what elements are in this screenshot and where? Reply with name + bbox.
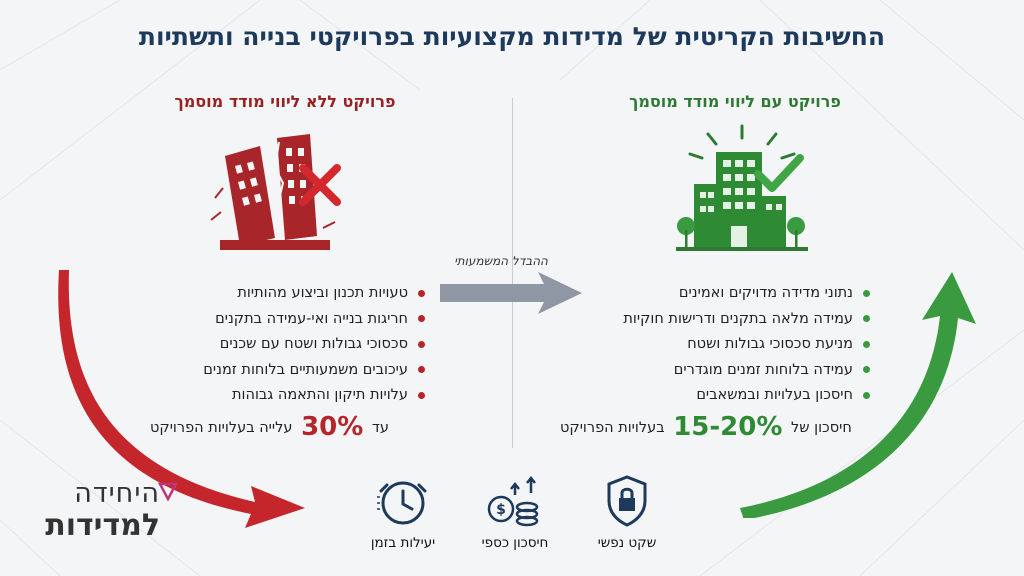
logo-line2: למדידות — [45, 508, 160, 543]
approved-building-icon — [672, 122, 812, 261]
bullet-icon — [418, 315, 425, 322]
bullet-icon — [863, 340, 870, 348]
shield-lock-icon — [607, 475, 647, 527]
right-benefits-list: נתוני מדידה מדויקים ואמינים עמידה מלאה ב… — [560, 281, 870, 409]
red-x-icon — [297, 162, 343, 212]
cost-savings-item: $ חיסכון כספי — [460, 475, 570, 551]
page-title: החשיבות הקריטית של מדידות מקצועיות בפרוי… — [138, 22, 886, 51]
right-summary: חיסכון של 15-20% בעלויות הפרויקט — [560, 412, 852, 442]
list-item: עמידה מלאה בתקנים ודרישות חוקיות — [560, 307, 870, 333]
bullet-icon — [418, 366, 425, 373]
savings-value: 15-20% — [673, 412, 783, 442]
company-logo: היחידה למדידות — [18, 478, 178, 550]
green-check-icon — [752, 150, 806, 200]
time-efficiency-item: יעילות בזמן — [348, 475, 458, 551]
list-item: עמידה בלוחות זמנים מוגדרים — [560, 358, 870, 384]
list-item: טעויות תכנון וביצוע מהותיות — [150, 281, 425, 307]
peace-of-mind-item: שקט נפשי — [572, 475, 682, 551]
red-curved-arrow-icon — [58, 270, 305, 528]
list-item: עלויות תיקון והתאמה גבוהות — [150, 383, 425, 409]
logo-line1: היחידה — [74, 478, 160, 509]
list-item: נתוני מדידה מדויקים ואמינים — [560, 281, 870, 307]
svg-text:$: $ — [496, 502, 506, 518]
list-item: סכסוכי גבולות ושטח עם שכנים — [150, 332, 425, 358]
right-column-heading: פרויקט עם ליווי מודד מוסמך — [629, 92, 841, 111]
bullet-icon — [418, 340, 425, 348]
bullet-icon — [418, 289, 425, 297]
clock-icon — [377, 481, 427, 525]
list-item: חיסכון בעלויות ובמשאבים — [560, 383, 870, 409]
bullet-icon — [863, 289, 870, 297]
center-divider — [512, 98, 513, 448]
list-item: עיכובים משמעותיים בלוחות זמנים — [150, 358, 425, 384]
bullet-icon — [418, 391, 425, 399]
cost-increase-value: 30% — [301, 412, 364, 442]
left-issues-list: טעויות תכנון וביצוע מהותיות חריגות בנייה… — [150, 281, 425, 409]
list-item: חריגות בנייה ואי-עמידה בתקנים — [150, 307, 425, 333]
logo-triangle-icon — [158, 482, 178, 502]
bullet-icon — [863, 391, 870, 399]
coins-growth-icon: $ — [487, 475, 539, 527]
difference-label: ההבדל המשמעותי — [454, 254, 548, 268]
bullet-icon — [863, 315, 870, 322]
gray-arrow-icon — [440, 272, 582, 314]
left-summary: עד 30% עלייה בעלויות הפרויקט — [150, 412, 389, 442]
collapsing-building-icon — [205, 128, 355, 262]
list-item: מניעת סכסוכי גבולות ושטח — [560, 332, 870, 358]
bullet-icon — [863, 366, 870, 373]
green-curved-arrow-icon — [740, 272, 976, 518]
left-column-heading: פרויקט ללא ליווי מודד מוסמך — [174, 92, 396, 111]
